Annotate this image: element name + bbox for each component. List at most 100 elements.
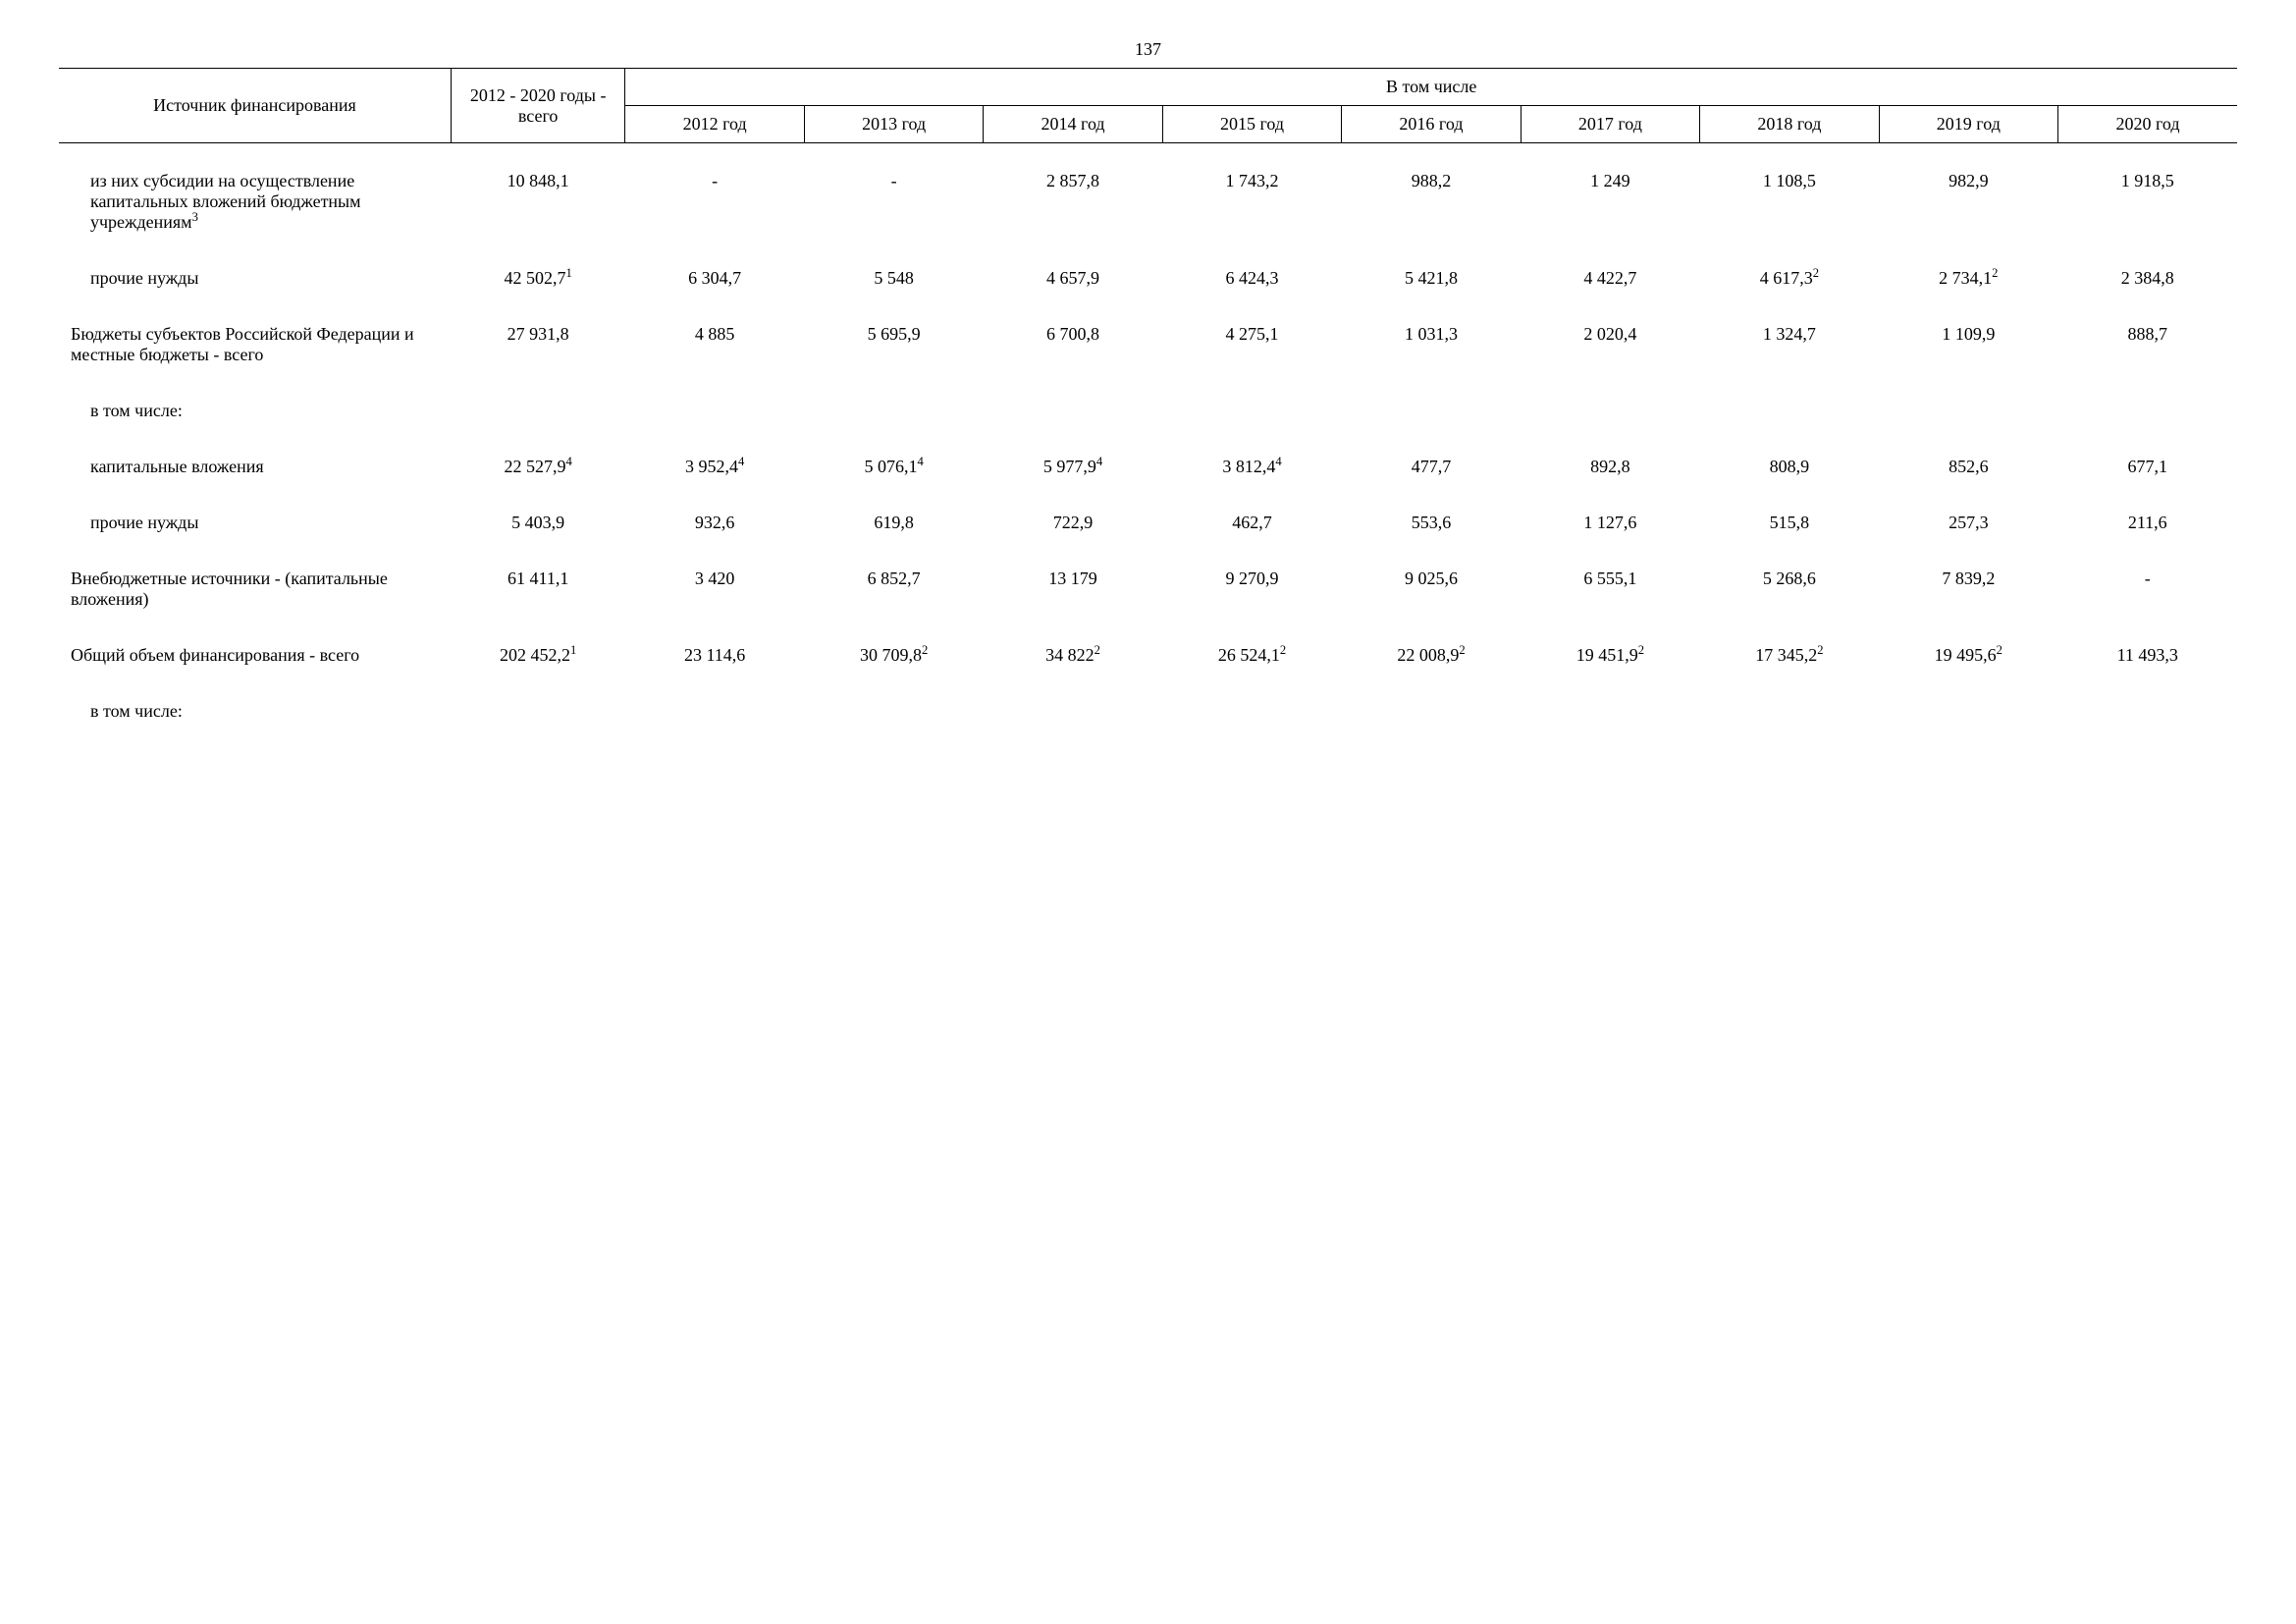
cell-value: 257,3 xyxy=(1879,505,2057,541)
cell-value xyxy=(451,393,625,429)
table-row: Бюджеты субъектов Российской Федерации и… xyxy=(59,316,2237,373)
cell-value xyxy=(1342,393,1521,429)
footnote-ref: 2 xyxy=(922,643,928,657)
cell-value xyxy=(1162,693,1341,730)
cell-value: 722,9 xyxy=(984,505,1162,541)
page-number: 137 xyxy=(59,39,2237,60)
cell-value: 5 403,9 xyxy=(451,505,625,541)
row-label: Бюджеты субъектов Российской Федерации и… xyxy=(59,316,451,373)
cell-value: 888,7 xyxy=(2058,316,2237,373)
cell-value: 619,8 xyxy=(804,505,983,541)
cell-value xyxy=(804,693,983,730)
table-row: капитальные вложения22 527,943 952,445 0… xyxy=(59,449,2237,485)
cell-value xyxy=(1879,693,2057,730)
footnote-ref: 2 xyxy=(1459,643,1465,657)
cell-value xyxy=(625,393,804,429)
cell-value: 211,6 xyxy=(2058,505,2237,541)
cell-value xyxy=(984,693,1162,730)
row-label: из них субсидии на осуществление капитал… xyxy=(59,143,451,242)
cell-value: 5 268,6 xyxy=(1700,561,1879,618)
cell-value: 22 527,94 xyxy=(451,449,625,485)
table-row: Общий объем финансирования - всего202 45… xyxy=(59,637,2237,674)
cell-value: 10 848,1 xyxy=(451,143,625,242)
cell-value: 1 031,3 xyxy=(1342,316,1521,373)
footnote-ref: 1 xyxy=(566,266,572,280)
cell-value: 19 495,62 xyxy=(1879,637,2057,674)
row-label: Общий объем финансирования - всего xyxy=(59,637,451,674)
cell-value: 1 324,7 xyxy=(1700,316,1879,373)
cell-value: 982,9 xyxy=(1879,143,2057,242)
cell-value xyxy=(1700,393,1879,429)
footnote-ref: 4 xyxy=(566,455,572,468)
cell-value xyxy=(984,393,1162,429)
cell-value: 892,8 xyxy=(1521,449,1699,485)
header-year: 2018 год xyxy=(1700,106,1879,143)
cell-value: 4 422,7 xyxy=(1521,260,1699,297)
row-label: прочие нужды xyxy=(59,260,451,297)
header-year: 2012 год xyxy=(625,106,804,143)
cell-value: 17 345,22 xyxy=(1700,637,1879,674)
cell-value: 5 977,94 xyxy=(984,449,1162,485)
footnote-ref: 3 xyxy=(192,210,198,224)
spacer-row xyxy=(59,241,2237,260)
cell-value: 477,7 xyxy=(1342,449,1521,485)
footnote-ref: 2 xyxy=(1817,643,1823,657)
header-year: 2017 год xyxy=(1521,106,1699,143)
cell-value: 5 421,8 xyxy=(1342,260,1521,297)
header-year: 2020 год xyxy=(2058,106,2237,143)
header-year: 2019 год xyxy=(1879,106,2057,143)
cell-value: 4 657,9 xyxy=(984,260,1162,297)
cell-value: 61 411,1 xyxy=(451,561,625,618)
cell-value: 6 700,8 xyxy=(984,316,1162,373)
cell-value: - xyxy=(625,143,804,242)
cell-value: 1 127,6 xyxy=(1521,505,1699,541)
cell-value xyxy=(1700,693,1879,730)
footnote-ref: 2 xyxy=(1638,643,1644,657)
cell-value xyxy=(625,693,804,730)
cell-value: 42 502,71 xyxy=(451,260,625,297)
cell-value xyxy=(1342,693,1521,730)
cell-value: 6 852,7 xyxy=(804,561,983,618)
spacer-row xyxy=(59,429,2237,449)
cell-value: 27 931,8 xyxy=(451,316,625,373)
header-year: 2013 год xyxy=(804,106,983,143)
cell-value: 4 275,1 xyxy=(1162,316,1341,373)
footnote-ref: 4 xyxy=(1096,455,1102,468)
cell-value: 988,2 xyxy=(1342,143,1521,242)
cell-value: 553,6 xyxy=(1342,505,1521,541)
spacer-row xyxy=(59,730,2237,749)
cell-value: 2 384,8 xyxy=(2058,260,2237,297)
cell-value: 9 270,9 xyxy=(1162,561,1341,618)
spacer-row xyxy=(59,618,2237,637)
header-group: В том числе xyxy=(625,69,2237,106)
cell-value: 5 076,14 xyxy=(804,449,983,485)
cell-value: 4 617,32 xyxy=(1700,260,1879,297)
cell-value: 3 812,44 xyxy=(1162,449,1341,485)
cell-value xyxy=(1879,393,2057,429)
table-header: Источник финансирования 2012 - 2020 годы… xyxy=(59,69,2237,143)
cell-value: 6 555,1 xyxy=(1521,561,1699,618)
footnote-ref: 4 xyxy=(1275,455,1281,468)
table-body: из них субсидии на осуществление капитал… xyxy=(59,143,2237,750)
cell-value: 462,7 xyxy=(1162,505,1341,541)
cell-value: 7 839,2 xyxy=(1879,561,2057,618)
header-year: 2015 год xyxy=(1162,106,1341,143)
cell-value: 1 918,5 xyxy=(2058,143,2237,242)
cell-value: 1 108,5 xyxy=(1700,143,1879,242)
cell-value xyxy=(804,393,983,429)
cell-value: 5 695,9 xyxy=(804,316,983,373)
financing-table: Источник финансирования 2012 - 2020 годы… xyxy=(59,68,2237,749)
spacer-row xyxy=(59,373,2237,393)
cell-value: 1 109,9 xyxy=(1879,316,2057,373)
cell-value: 3 420 xyxy=(625,561,804,618)
row-label: в том числе: xyxy=(59,693,451,730)
cell-value xyxy=(451,693,625,730)
cell-value: 23 114,6 xyxy=(625,637,804,674)
table-row: в том числе: xyxy=(59,693,2237,730)
footnote-ref: 2 xyxy=(1095,643,1100,657)
table-row: из них субсидии на осуществление капитал… xyxy=(59,143,2237,242)
row-label: в том числе: xyxy=(59,393,451,429)
header-year: 2016 год xyxy=(1342,106,1521,143)
table-row: Внебюджетные источники - (капитальные вл… xyxy=(59,561,2237,618)
footnote-ref: 2 xyxy=(1997,643,2002,657)
